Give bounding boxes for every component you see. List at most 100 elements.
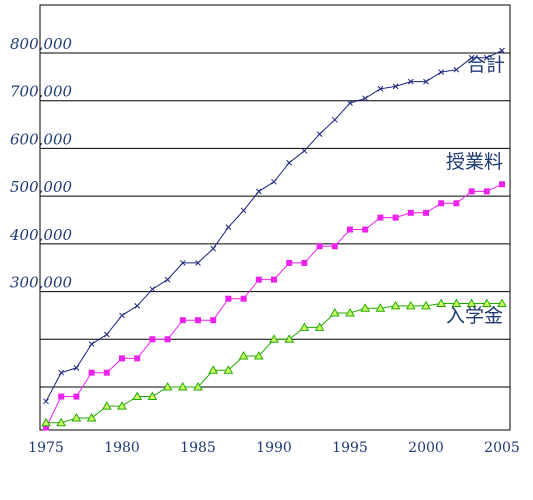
y-tick-label-400000: 400,000 (9, 226, 72, 244)
series-1 (43, 181, 505, 431)
data-point-1-1985 (195, 317, 201, 324)
data-point-1-2000 (423, 209, 429, 216)
data-point-0-1994 (331, 116, 338, 123)
data-point-2-1977 (71, 413, 82, 422)
data-point-0-2000 (423, 78, 429, 85)
data-point-1-1981 (134, 355, 141, 362)
data-point-2-1999 (405, 300, 416, 310)
data-point-1-1986 (210, 317, 217, 324)
data-point-2-1987 (223, 365, 234, 374)
y-tick-label-300000: 300,000 (10, 274, 72, 292)
data-point-0-1984 (179, 260, 186, 266)
x-tick-label-2005: 2005 (484, 440, 520, 456)
data-point-0-1981 (134, 303, 141, 309)
data-point-0-2003 (468, 54, 475, 61)
data-point-0-1980 (119, 312, 125, 319)
data-point-0-1993 (316, 131, 323, 137)
data-point-2-1988 (238, 350, 249, 360)
data-point-2-1975 (41, 417, 51, 427)
data-point-1-2003 (468, 188, 475, 195)
series-group (41, 47, 507, 431)
series-2 (41, 298, 507, 427)
y-tick-label-500000: 500,000 (10, 178, 72, 196)
data-point-2-1981 (132, 391, 143, 401)
data-point-1-1997 (377, 214, 384, 221)
y-tick-labels: 300,000 400,000 500,000 600,000 700,000 800,0… (9, 35, 72, 292)
data-point-2-1976 (56, 417, 67, 427)
data-point-1-1979 (103, 369, 110, 376)
data-point-2-1990 (269, 334, 279, 343)
data-point-1-1995 (347, 226, 353, 233)
data-point-2-1993 (314, 322, 325, 331)
data-point-0-1979 (103, 331, 110, 338)
data-point-1-1998 (392, 214, 399, 221)
data-point-1-1994 (331, 243, 338, 250)
data-point-1-1975 (43, 424, 49, 431)
data-point-2-1995 (345, 308, 355, 317)
data-point-1-1990 (271, 276, 277, 283)
data-point-0-1986 (210, 245, 217, 252)
data-point-0-1997 (377, 85, 384, 92)
data-point-0-1996 (362, 95, 369, 102)
data-point-1-2005 (499, 181, 505, 188)
series-label-admission: 入学金 (446, 305, 503, 327)
data-point-1-1999 (407, 209, 414, 216)
data-point-0-2005 (499, 47, 505, 54)
x-tick-label-1985: 1985 (180, 440, 216, 456)
data-point-1-1993 (316, 243, 323, 250)
data-point-1-1988 (240, 295, 247, 302)
data-point-0-1992 (301, 147, 308, 154)
data-point-2-1994 (329, 308, 340, 317)
data-point-1-1996 (362, 226, 369, 233)
data-point-2-2001 (436, 298, 447, 307)
data-point-0-1977 (73, 365, 80, 371)
data-point-1-1992 (301, 259, 308, 266)
data-point-0-1991 (286, 159, 293, 166)
data-point-1-1980 (119, 355, 125, 362)
data-point-1-1978 (88, 369, 95, 376)
data-point-2-1980 (117, 401, 127, 410)
data-point-2-1998 (390, 300, 401, 310)
data-point-1-2001 (438, 200, 445, 207)
data-point-2-2004 (481, 298, 492, 307)
data-point-1-2004 (483, 188, 490, 195)
series-label-total: 合計 (467, 54, 505, 76)
x-tick-labels: 1975 1980 1985 1990 1995 2000 2005 (28, 440, 520, 456)
y-tick-label-800000: 800,000 (10, 35, 72, 53)
data-point-2-1984 (177, 381, 188, 391)
data-point-0-1999 (407, 78, 414, 85)
data-point-1-2002 (453, 200, 460, 207)
x-tick-label-2000: 2000 (408, 440, 444, 456)
data-point-2-1997 (375, 303, 386, 312)
data-point-2-1989 (253, 350, 264, 360)
data-point-0-2002 (453, 66, 460, 73)
data-point-0-1998 (392, 83, 399, 90)
data-point-2-1978 (86, 413, 97, 422)
x-tick-label-1995: 1995 (332, 440, 368, 456)
data-point-2-1992 (299, 322, 310, 331)
x-tick-label-1980: 1980 (104, 440, 140, 456)
data-point-0-1985 (195, 260, 201, 266)
data-point-2-1982 (147, 391, 158, 401)
data-point-2-2003 (466, 298, 477, 307)
data-point-0-1988 (240, 207, 247, 214)
data-point-2-2005 (497, 298, 507, 307)
data-point-2-1996 (360, 303, 371, 312)
x-tick-label-1990: 1990 (256, 440, 292, 456)
y-tick-label-700000: 700,000 (10, 83, 72, 101)
data-point-2-1983 (162, 381, 173, 391)
plot-frame (39, 4, 511, 431)
data-point-1-1984 (179, 317, 186, 324)
data-point-0-2004 (483, 54, 490, 61)
data-point-2-2000 (421, 300, 431, 310)
series-0 (43, 47, 505, 405)
data-point-1-1976 (58, 393, 65, 400)
data-point-0-1983 (164, 276, 171, 283)
data-point-2-1979 (101, 401, 112, 410)
series-label-tuition: 授業料 (446, 151, 503, 173)
data-point-2-2002 (451, 298, 462, 307)
data-point-0-1976 (58, 369, 65, 376)
gridlines (40, 52, 510, 388)
data-point-1-1989 (255, 276, 262, 283)
data-point-2-1991 (284, 334, 295, 343)
